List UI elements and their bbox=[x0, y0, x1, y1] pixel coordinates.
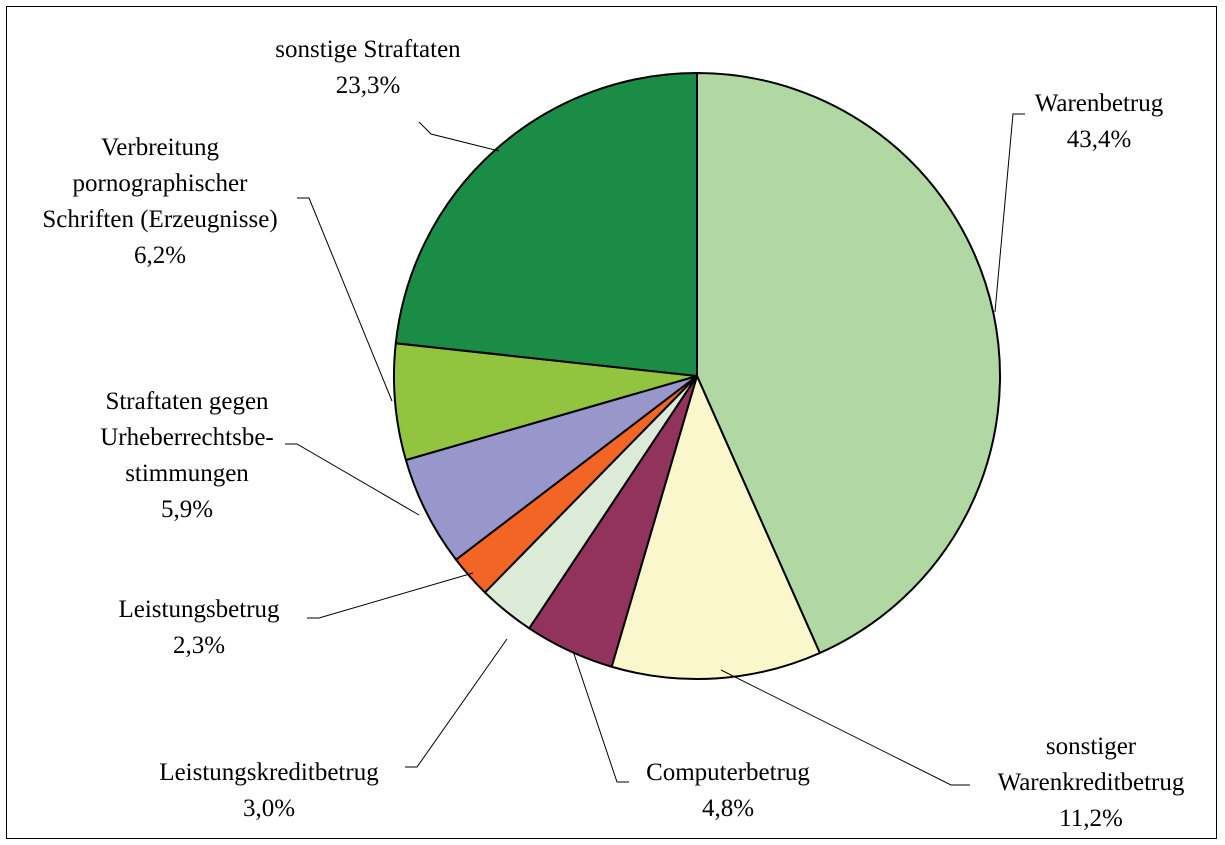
labels-layer: Warenbetrug 43,4% sonstiger Warenkreditbetr… bbox=[42, 36, 1185, 832]
slice-label-line: Schriften (Erzeugnisse) bbox=[42, 206, 277, 233]
leader-line-sonstige-straftaten bbox=[418, 121, 500, 152]
chart-frame: Warenbetrug 43,4% sonstiger Warenkreditbetr… bbox=[6, 6, 1217, 839]
slice-label-leistungsbetrug: Leistungsbetrug 2,3% bbox=[118, 596, 280, 659]
slice-label-line: Computerbetrug bbox=[646, 759, 810, 786]
leader-line-warenbetrug bbox=[994, 113, 1025, 313]
slice-percent-sonstiger-warenkreditbetrug: 11,2% bbox=[1059, 805, 1123, 832]
leader-line-sonstiger-warenkreditbetrug bbox=[720, 669, 970, 786]
slice-label-line: sonstiger bbox=[1046, 733, 1137, 760]
pie-chart: Warenbetrug 43,4% sonstiger Warenkreditbetr… bbox=[42, 36, 1185, 832]
slices-layer bbox=[393, 72, 1001, 680]
slice-label-line: Warenkreditbetrug bbox=[998, 769, 1185, 796]
slice-percent-straftaten-gegen-urheberrechtsbe-stimmungen: 5,9% bbox=[161, 496, 213, 523]
slice-label-line: sonstige Straftaten bbox=[275, 36, 461, 63]
slice-label-computerbetrug: Computerbetrug 4,8% bbox=[646, 759, 810, 822]
slice-label-straftaten-gegen-urheberrechtsbe-stimmungen: Straftaten gegen Urheberrechtsbe-stimmung… bbox=[100, 388, 274, 523]
slice-percent-leistungskreditbetrug: 3,0% bbox=[243, 795, 295, 822]
slice-label-warenbetrug: Warenbetrug 43,4% bbox=[1035, 90, 1164, 153]
slice-label-verbreitung-pornographischer-schriften-erzeugnisse: Verbreitung pornographischer Schriften (Er… bbox=[42, 134, 277, 269]
leader-line-leistungsbetrug bbox=[307, 572, 474, 619]
slice-label-sonstiger-warenkreditbetrug: sonstiger Warenkreditbetrug 11,2% bbox=[998, 733, 1185, 832]
slice-label-line: Warenbetrug bbox=[1035, 90, 1164, 117]
slice-percent-verbreitung-pornographischer-schriften-erzeugnisse: 6,2% bbox=[134, 242, 186, 269]
slice-label-line: Straftaten gegen bbox=[105, 388, 269, 415]
slice-percent-sonstige-straftaten: 23,3% bbox=[336, 72, 401, 99]
pie-slice-sonstige-straftaten bbox=[394, 72, 698, 377]
slice-label-leistungskreditbetrug: Leistungskreditbetrug 3,0% bbox=[159, 759, 379, 822]
slice-percent-computerbetrug: 4,8% bbox=[702, 795, 754, 822]
slice-label-line: Leistungsbetrug bbox=[118, 596, 280, 623]
slice-label-line: Verbreitung bbox=[101, 134, 220, 161]
leaders-layer bbox=[285, 113, 1025, 786]
slice-label-sonstige-straftaten: sonstige Straftaten 23,3% bbox=[275, 36, 461, 99]
slice-label-line: stimmungen bbox=[125, 460, 249, 487]
slice-label-line: Leistungskreditbetrug bbox=[159, 759, 379, 786]
slice-label-line: Urheberrechtsbe- bbox=[100, 424, 274, 451]
slice-percent-leistungsbetrug: 2,3% bbox=[173, 632, 225, 659]
pie-slice-sonstiger-warenkreditbetrug bbox=[610, 375, 821, 680]
leader-line-straftaten-gegen-urheberrechtsbe-stimmungen bbox=[285, 443, 420, 516]
leader-line-verbreitung-pornographischer-schriften-erzeugnisse bbox=[297, 197, 393, 402]
slice-percent-warenbetrug: 43,4% bbox=[1067, 126, 1132, 153]
slice-label-line: pornographischer bbox=[73, 170, 249, 197]
pie-slice-verbreitung-pornographischer-schriften-erzeugnisse bbox=[393, 342, 698, 461]
leader-line-computerbetrug bbox=[572, 650, 629, 783]
pie-slice-warenbetrug bbox=[696, 72, 1001, 654]
leader-line-leistungskreditbetrug bbox=[405, 638, 508, 768]
